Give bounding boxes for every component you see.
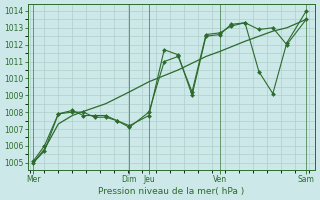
X-axis label: Pression niveau de la mer( hPa ): Pression niveau de la mer( hPa ) xyxy=(98,187,244,196)
